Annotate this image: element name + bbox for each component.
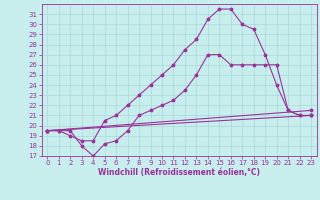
X-axis label: Windchill (Refroidissement éolien,°C): Windchill (Refroidissement éolien,°C) [98,168,260,177]
